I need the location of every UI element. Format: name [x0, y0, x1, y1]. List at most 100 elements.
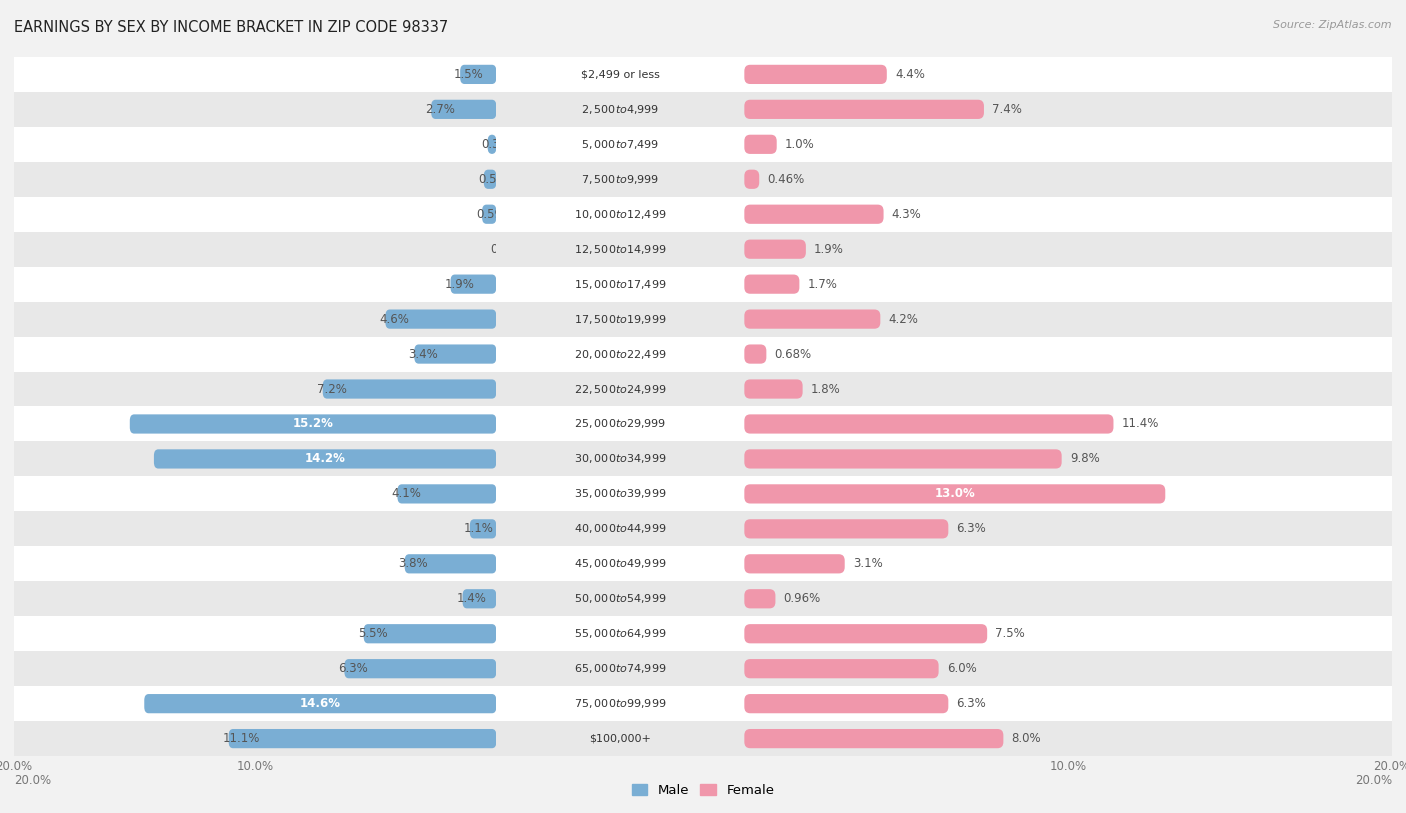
FancyBboxPatch shape: [482, 205, 496, 224]
Bar: [744, 721, 1392, 756]
Bar: [14, 57, 496, 92]
FancyBboxPatch shape: [744, 589, 776, 608]
Text: Source: ZipAtlas.com: Source: ZipAtlas.com: [1274, 20, 1392, 30]
Text: 20.0%: 20.0%: [1355, 774, 1392, 787]
Text: $20,000 to $22,499: $20,000 to $22,499: [574, 348, 666, 360]
Text: 9.8%: 9.8%: [1070, 453, 1099, 465]
Text: 3.4%: 3.4%: [408, 348, 439, 360]
Bar: [744, 127, 1392, 162]
Text: $15,000 to $17,499: $15,000 to $17,499: [574, 278, 666, 290]
Bar: [744, 511, 1392, 546]
Bar: [744, 581, 1392, 616]
Text: 1.0%: 1.0%: [785, 138, 814, 150]
Bar: [496, 546, 744, 581]
Bar: [744, 302, 1392, 337]
Text: EARNINGS BY SEX BY INCOME BRACKET IN ZIP CODE 98337: EARNINGS BY SEX BY INCOME BRACKET IN ZIP…: [14, 20, 449, 35]
FancyBboxPatch shape: [129, 415, 496, 433]
Bar: [14, 302, 496, 337]
Bar: [744, 406, 1392, 441]
Text: $50,000 to $54,999: $50,000 to $54,999: [574, 593, 666, 605]
Text: 4.2%: 4.2%: [889, 313, 918, 325]
Bar: [496, 721, 744, 756]
Bar: [744, 267, 1392, 302]
Text: 0.59%: 0.59%: [477, 208, 513, 220]
Text: $75,000 to $99,999: $75,000 to $99,999: [574, 698, 666, 710]
Legend: Male, Female: Male, Female: [626, 779, 780, 802]
FancyBboxPatch shape: [145, 694, 496, 713]
Text: 3.1%: 3.1%: [853, 558, 883, 570]
Text: 1.7%: 1.7%: [807, 278, 838, 290]
Bar: [14, 127, 496, 162]
FancyBboxPatch shape: [460, 65, 496, 84]
Bar: [744, 546, 1392, 581]
Bar: [14, 197, 496, 232]
Bar: [14, 651, 496, 686]
FancyBboxPatch shape: [744, 170, 759, 189]
Text: 3.8%: 3.8%: [399, 558, 429, 570]
Text: $30,000 to $34,999: $30,000 to $34,999: [574, 453, 666, 465]
Bar: [744, 232, 1392, 267]
Bar: [496, 197, 744, 232]
Text: $45,000 to $49,999: $45,000 to $49,999: [574, 558, 666, 570]
Bar: [496, 337, 744, 372]
Text: 20.0%: 20.0%: [14, 774, 51, 787]
Bar: [744, 441, 1392, 476]
FancyBboxPatch shape: [744, 415, 1114, 433]
FancyBboxPatch shape: [488, 135, 496, 154]
FancyBboxPatch shape: [229, 729, 496, 748]
Text: 13.0%: 13.0%: [935, 488, 976, 500]
Text: $25,000 to $29,999: $25,000 to $29,999: [574, 418, 666, 430]
Text: 14.6%: 14.6%: [299, 698, 340, 710]
Text: 2.7%: 2.7%: [425, 103, 456, 115]
Bar: [496, 302, 744, 337]
Text: 5.5%: 5.5%: [357, 628, 387, 640]
FancyBboxPatch shape: [744, 240, 806, 259]
Bar: [14, 406, 496, 441]
Text: 1.9%: 1.9%: [444, 278, 474, 290]
Text: 0.68%: 0.68%: [775, 348, 811, 360]
Bar: [14, 616, 496, 651]
FancyBboxPatch shape: [744, 659, 939, 678]
FancyBboxPatch shape: [364, 624, 496, 643]
Text: 6.0%: 6.0%: [946, 663, 976, 675]
Text: 11.1%: 11.1%: [222, 733, 260, 745]
FancyBboxPatch shape: [744, 65, 887, 84]
FancyBboxPatch shape: [153, 450, 496, 468]
Text: 15.2%: 15.2%: [292, 418, 333, 430]
FancyBboxPatch shape: [744, 275, 800, 293]
Text: $17,500 to $19,999: $17,500 to $19,999: [574, 313, 666, 325]
FancyBboxPatch shape: [744, 135, 776, 154]
Text: $65,000 to $74,999: $65,000 to $74,999: [574, 663, 666, 675]
Text: 0.96%: 0.96%: [783, 593, 821, 605]
FancyBboxPatch shape: [415, 345, 496, 363]
Bar: [496, 162, 744, 197]
Text: 11.4%: 11.4%: [1122, 418, 1159, 430]
Bar: [496, 651, 744, 686]
Text: 1.1%: 1.1%: [464, 523, 494, 535]
Bar: [14, 162, 496, 197]
FancyBboxPatch shape: [744, 554, 845, 573]
Text: 6.3%: 6.3%: [339, 663, 368, 675]
Text: $40,000 to $44,999: $40,000 to $44,999: [574, 523, 666, 535]
Text: 7.4%: 7.4%: [993, 103, 1022, 115]
FancyBboxPatch shape: [744, 310, 880, 328]
Bar: [496, 406, 744, 441]
FancyBboxPatch shape: [744, 624, 987, 643]
Text: 8.0%: 8.0%: [1011, 733, 1040, 745]
FancyBboxPatch shape: [398, 485, 496, 503]
Text: 6.3%: 6.3%: [956, 698, 986, 710]
FancyBboxPatch shape: [432, 100, 496, 119]
Text: 4.1%: 4.1%: [391, 488, 422, 500]
FancyBboxPatch shape: [484, 170, 496, 189]
Bar: [496, 476, 744, 511]
FancyBboxPatch shape: [744, 450, 1062, 468]
Bar: [744, 162, 1392, 197]
Text: 0.0%: 0.0%: [491, 243, 520, 255]
FancyBboxPatch shape: [385, 310, 496, 328]
FancyBboxPatch shape: [744, 100, 984, 119]
Text: $2,499 or less: $2,499 or less: [581, 69, 659, 80]
Bar: [744, 476, 1392, 511]
Bar: [744, 616, 1392, 651]
Bar: [14, 476, 496, 511]
Bar: [496, 511, 744, 546]
